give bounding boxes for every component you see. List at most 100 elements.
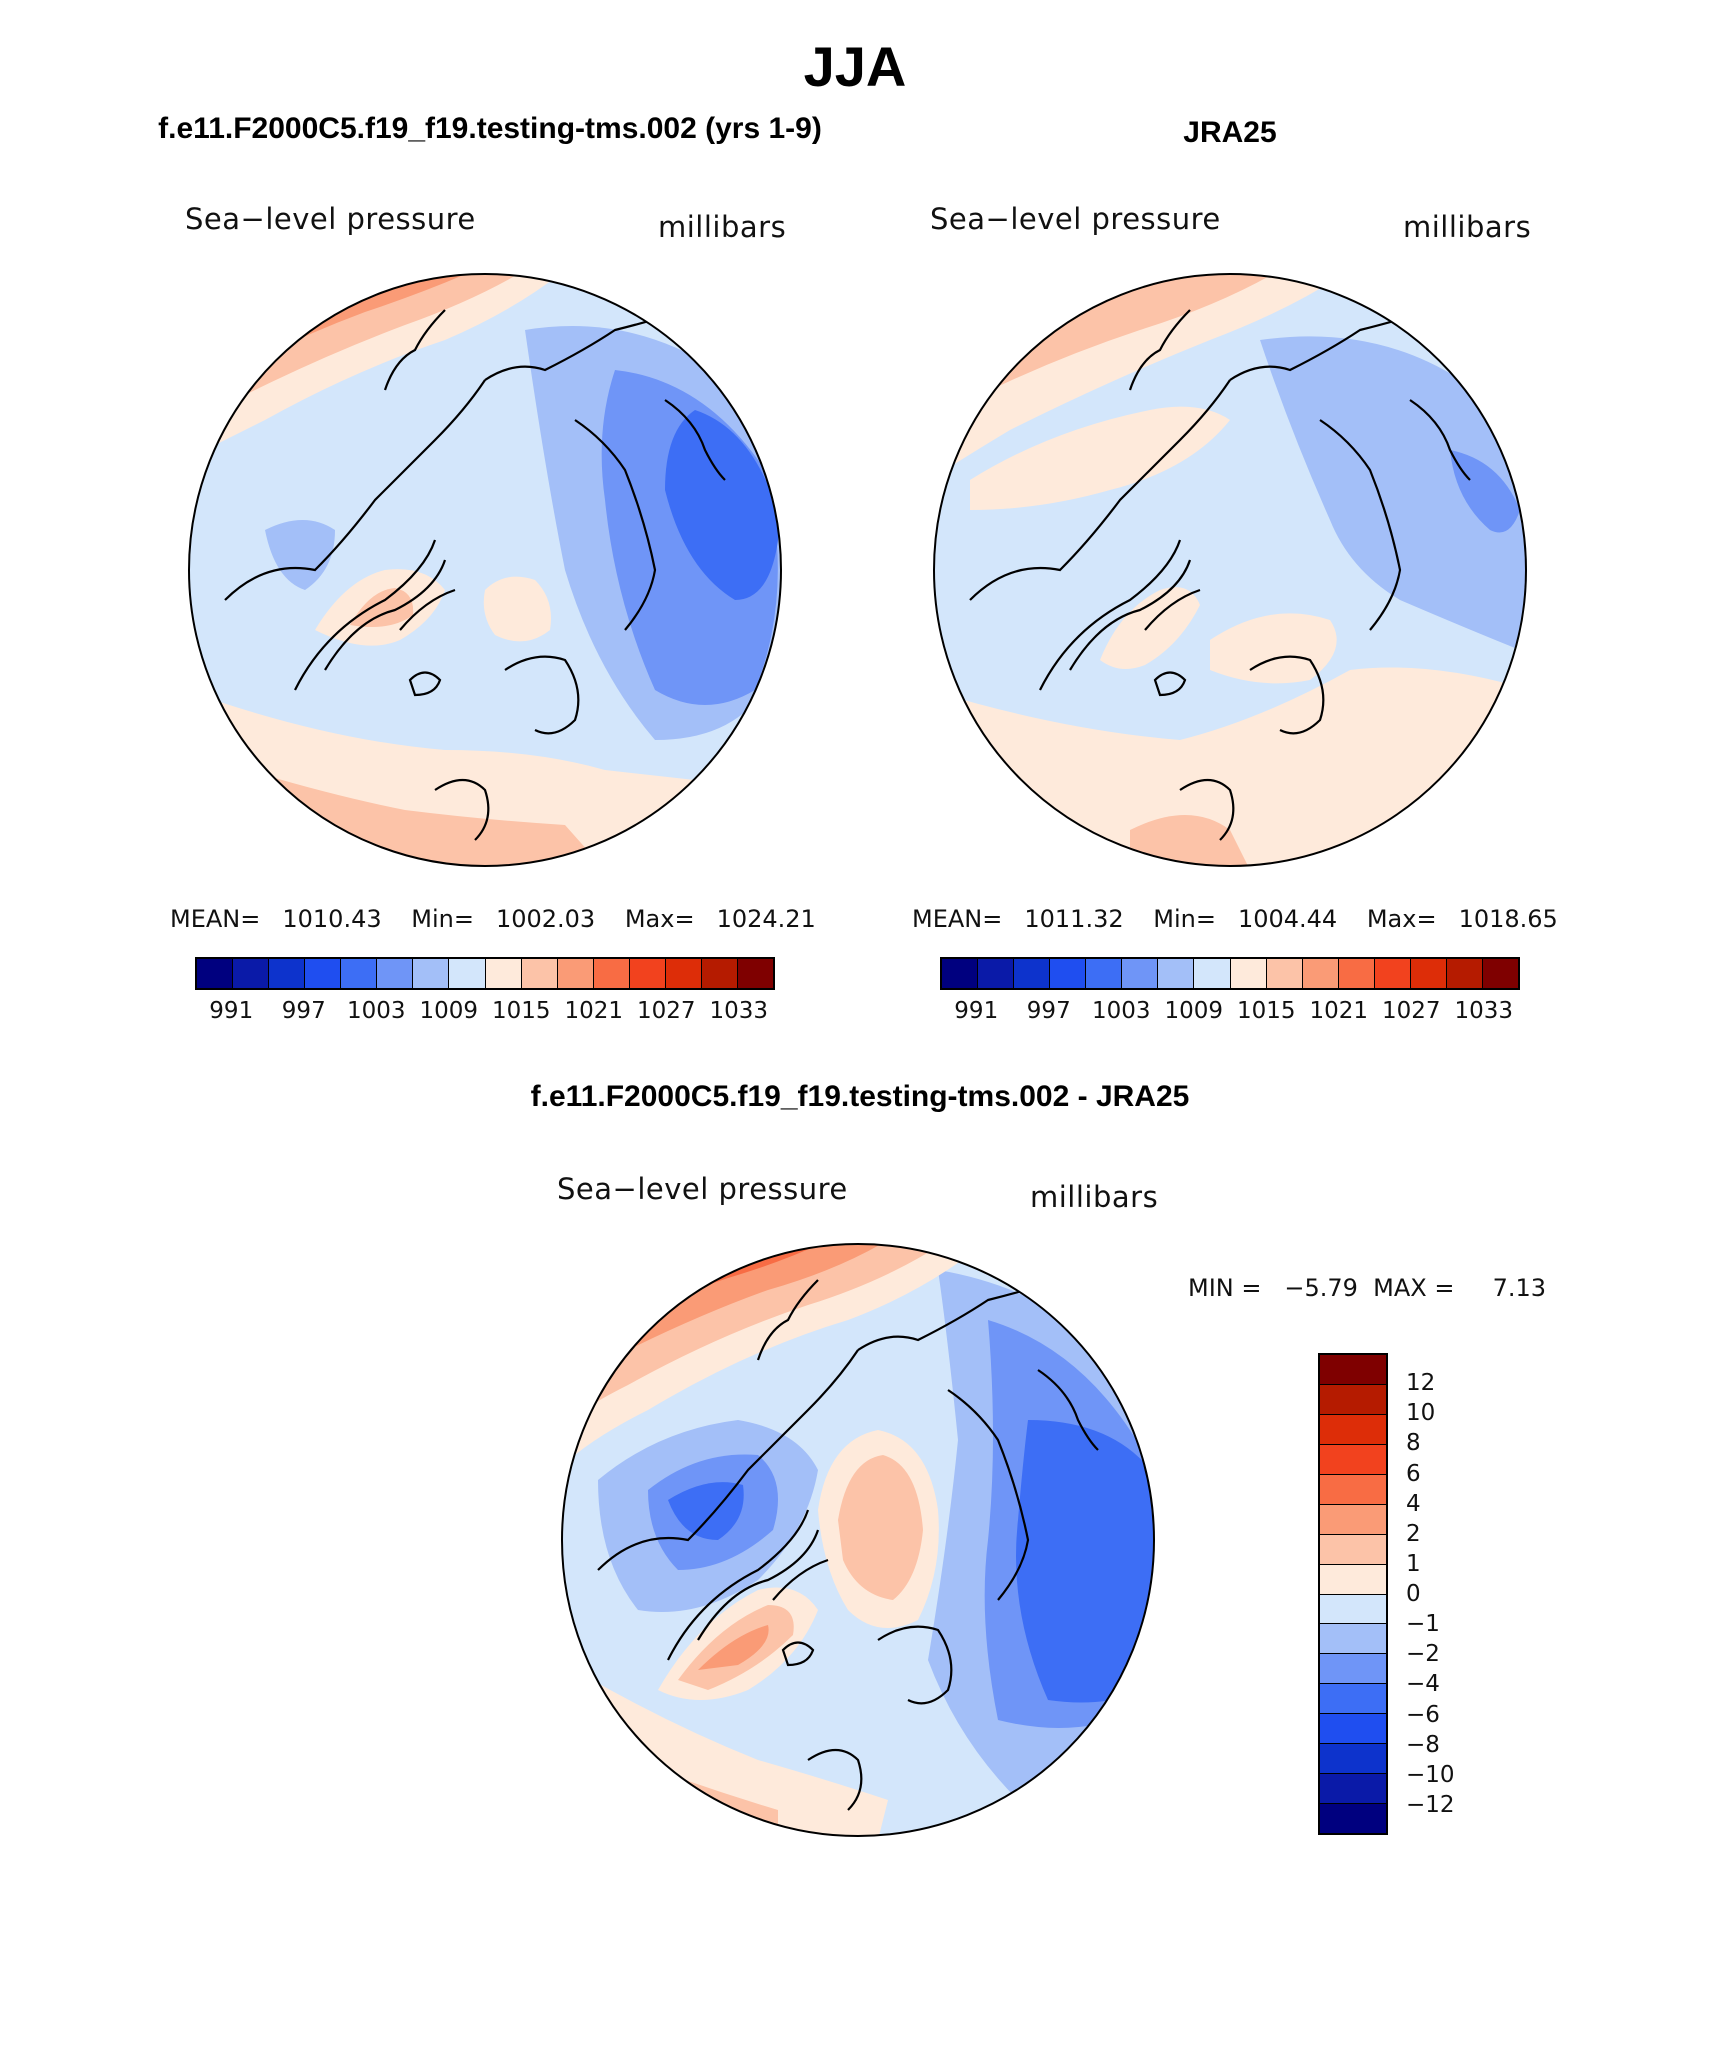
colorbar-swatch — [485, 959, 522, 988]
colorbar-tick-label: 8 — [1406, 1430, 1421, 1457]
colorbar-swatch — [1320, 1654, 1386, 1685]
max-label: Max= — [624, 905, 695, 933]
mean-label: MEAN= — [170, 905, 261, 933]
stats-model: MEAN= 1010.43 Min= 1002.03 Max= 1024.21 — [170, 905, 816, 933]
colorbar-swatch — [1320, 1414, 1386, 1445]
colorbar-tick-label: 1033 — [709, 998, 769, 1024]
colorbar-swatch — [1320, 1804, 1386, 1833]
min-value: 1004.44 — [1237, 905, 1338, 933]
colorbar-tick-label: 1009 — [1164, 998, 1224, 1024]
colorbar-swatch — [197, 959, 234, 988]
colorbar-tick-label: −8 — [1406, 1731, 1440, 1758]
colorbar-swatch — [1320, 1504, 1386, 1535]
colorbar-swatch — [1320, 1684, 1386, 1715]
colorbar-swatch — [1320, 1384, 1386, 1415]
colorbar-swatch — [942, 959, 979, 988]
colorbar-tick-label: 997 — [1026, 998, 1071, 1024]
colorbar-tick-label: −6 — [1406, 1701, 1440, 1728]
colorbar-swatch — [701, 959, 738, 988]
max-value: 1018.65 — [1458, 905, 1558, 933]
units-label-diff: millibars — [1030, 1180, 1159, 1214]
colorbar-tick-label: 10 — [1406, 1400, 1436, 1427]
colorbar-tick-label: 1021 — [1309, 998, 1369, 1024]
colorbar-tick-label: −4 — [1406, 1671, 1440, 1698]
colorbar-tick-label: 1003 — [346, 998, 406, 1024]
panel-title-diff: f.e11.F2000C5.f19_f19.testing-tms.002 - … — [530, 1080, 1190, 1113]
colorbar-tick-label: 1 — [1406, 1550, 1421, 1577]
panel-title-model: f.e11.F2000C5.f19_f19.testing-tms.002 (y… — [158, 112, 822, 145]
colorbar-tick-label: −2 — [1406, 1641, 1440, 1668]
colorbar-swatch — [1374, 959, 1411, 988]
colorbar-swatch — [978, 959, 1015, 988]
colorbar-swatch — [1320, 1744, 1386, 1775]
colorbar-tick-label: −1 — [1406, 1611, 1440, 1638]
units-label-obs: millibars — [1403, 210, 1532, 244]
colorbar-swatch — [737, 959, 773, 988]
colorbar-swatch — [557, 959, 594, 988]
colorbar-tick-label: 0 — [1406, 1581, 1421, 1607]
colorbar-tick-label: 1027 — [1381, 998, 1441, 1024]
stats-obs: MEAN= 1011.32 Min= 1004.44 Max= 1018.65 — [912, 905, 1558, 933]
units-label-model: millibars — [658, 210, 787, 244]
colorbar-swatch — [1320, 1564, 1386, 1595]
colorbar-swatch — [1266, 959, 1303, 988]
panel-title-obs: JRA25 — [1183, 116, 1277, 149]
max-value: 1024.21 — [716, 905, 816, 933]
colorbar-swatch — [665, 959, 702, 988]
colorbar-swatch — [1320, 1594, 1386, 1625]
colorbar-swatch — [1122, 959, 1159, 988]
colorbar-swatch — [233, 959, 270, 988]
colorbar-swatch — [1482, 959, 1518, 988]
polar-map-model — [188, 273, 782, 867]
colorbar-swatch — [449, 959, 486, 988]
variable-label-obs: Sea−level pressure — [930, 202, 1221, 236]
colorbar-swatch — [377, 959, 414, 988]
colorbar-swatch — [341, 959, 378, 988]
colorbar-swatch — [1320, 1474, 1386, 1505]
colorbar-swatch — [1050, 959, 1087, 988]
variable-label-model: Sea−level pressure — [185, 202, 476, 236]
colorbar-tick-label: 1027 — [636, 998, 696, 1024]
colorbar-tick-label: 997 — [281, 998, 326, 1024]
colorbar-tick-label: 12 — [1406, 1370, 1436, 1397]
colorbar-tick-label: 1003 — [1091, 998, 1151, 1024]
max-label: Max= — [1366, 905, 1437, 933]
colorbar-tick-label: 4 — [1406, 1490, 1421, 1517]
colorbar-swatch — [593, 959, 630, 988]
colorbar-tick-label: −12 — [1406, 1791, 1455, 1818]
min-label: Min= — [1153, 905, 1216, 933]
colorbar-tick-label: 991 — [954, 998, 999, 1024]
colorbar-tick-label: 1015 — [491, 998, 551, 1024]
colorbar-tick-label: 991 — [209, 998, 254, 1024]
colorbar-tick-label: 6 — [1406, 1460, 1421, 1487]
colorbar-tick-label: 2 — [1406, 1520, 1421, 1547]
colorbar-diff — [1318, 1353, 1388, 1835]
colorbar-swatch — [1158, 959, 1195, 988]
colorbar-swatch — [1014, 959, 1051, 988]
variable-label-diff: Sea−level pressure — [557, 1172, 848, 1206]
colorbar-tick-label: 1021 — [564, 998, 624, 1024]
colorbar-swatch — [413, 959, 450, 988]
colorbar-swatch — [629, 959, 666, 988]
colorbar-swatch — [1410, 959, 1447, 988]
mean-label: MEAN= — [912, 905, 1003, 933]
colorbar-swatch — [269, 959, 306, 988]
colorbar-swatch — [1230, 959, 1267, 988]
colorbar-swatch — [1320, 1534, 1386, 1565]
colorbar-swatch — [1320, 1774, 1386, 1805]
colorbar-tick-label: 1033 — [1454, 998, 1514, 1024]
colorbar-tick-label: 1015 — [1236, 998, 1296, 1024]
colorbar-swatch — [305, 959, 342, 988]
colorbar-swatch — [1086, 959, 1123, 988]
stats-diff: MIN = −5.79 MAX = 7.13 — [1188, 1274, 1547, 1302]
figure-title: JJA — [803, 35, 907, 98]
colorbar-swatch — [1446, 959, 1483, 988]
colorbar-obs — [940, 957, 1520, 990]
colorbar-swatch — [1194, 959, 1231, 988]
colorbar-swatch — [1338, 959, 1375, 988]
colorbar-swatch — [1302, 959, 1339, 988]
polar-map-obs — [933, 273, 1527, 867]
min-value: 1002.03 — [495, 905, 596, 933]
colorbar-swatch — [521, 959, 558, 988]
colorbar-swatch — [1320, 1444, 1386, 1475]
